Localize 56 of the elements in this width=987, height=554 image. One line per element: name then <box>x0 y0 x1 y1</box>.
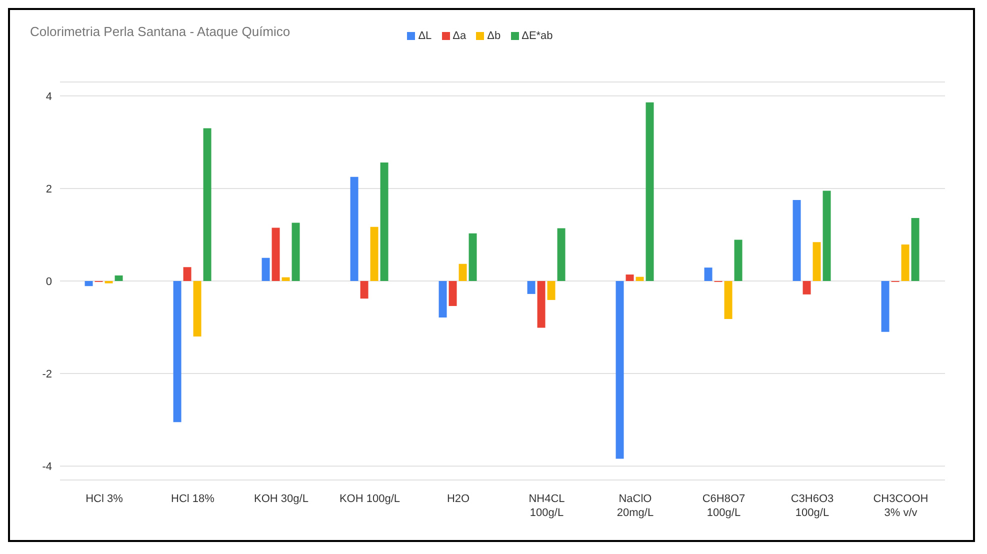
bar <box>282 277 290 281</box>
x-tick-label: NaClO 20mg/L <box>616 493 654 519</box>
bar <box>114 275 123 281</box>
bar <box>350 176 358 281</box>
y-tick-label: 0 <box>46 276 52 288</box>
x-tick-label: H2O <box>446 493 470 505</box>
x-tick-label: CH3COOH 3% v/v <box>873 493 928 519</box>
bar <box>183 267 192 281</box>
x-tick-label: KOH 30g/L <box>254 493 308 505</box>
bar <box>458 264 467 281</box>
bar <box>626 274 634 281</box>
bar <box>881 281 890 332</box>
bar <box>272 228 280 281</box>
bar <box>636 276 644 281</box>
y-tick-label: -4 <box>42 461 52 474</box>
y-tick-label: 2 <box>46 183 52 196</box>
x-tick-label: HCl 3% <box>86 493 124 505</box>
y-tick-label: -2 <box>42 368 52 380</box>
x-tick-label: C3H6O3 100g/L <box>790 493 834 519</box>
bar <box>193 281 202 337</box>
bar <box>370 226 378 281</box>
bar <box>292 222 300 281</box>
bar <box>812 242 821 281</box>
bar <box>203 128 212 281</box>
y-tick-label: 4 <box>46 90 52 103</box>
bar <box>911 218 920 281</box>
bar <box>84 281 93 286</box>
chart-title: Colorimetria Perla Santana - Ataque Químico <box>30 24 290 39</box>
bar <box>448 281 457 306</box>
bar <box>468 233 477 281</box>
bar <box>724 281 732 319</box>
x-tick-label: KOH 100g/L <box>339 493 400 505</box>
bar <box>802 281 811 294</box>
legend-label: ΔE*ab <box>520 30 553 42</box>
bar <box>547 281 556 300</box>
bar <box>792 200 801 281</box>
bar <box>616 281 624 459</box>
bar <box>734 240 742 281</box>
bar <box>646 102 654 281</box>
bar <box>173 281 182 422</box>
bar <box>557 228 566 281</box>
bar <box>901 244 910 281</box>
legend-label: Δa <box>452 30 466 42</box>
bar <box>380 162 388 281</box>
legend-label: Δb <box>486 30 501 42</box>
bar <box>438 281 447 318</box>
bar <box>704 268 712 281</box>
legend-label: ΔL <box>417 30 432 42</box>
bar <box>262 258 270 281</box>
x-tick-label: HCl 18% <box>171 493 215 505</box>
bar <box>360 281 368 299</box>
bar <box>822 190 831 281</box>
x-tick-label: NH4CL 100g/L <box>528 493 565 519</box>
bar <box>527 281 536 294</box>
x-tick-label: C6H8O7 100g/L <box>702 493 746 519</box>
bar <box>537 281 546 328</box>
